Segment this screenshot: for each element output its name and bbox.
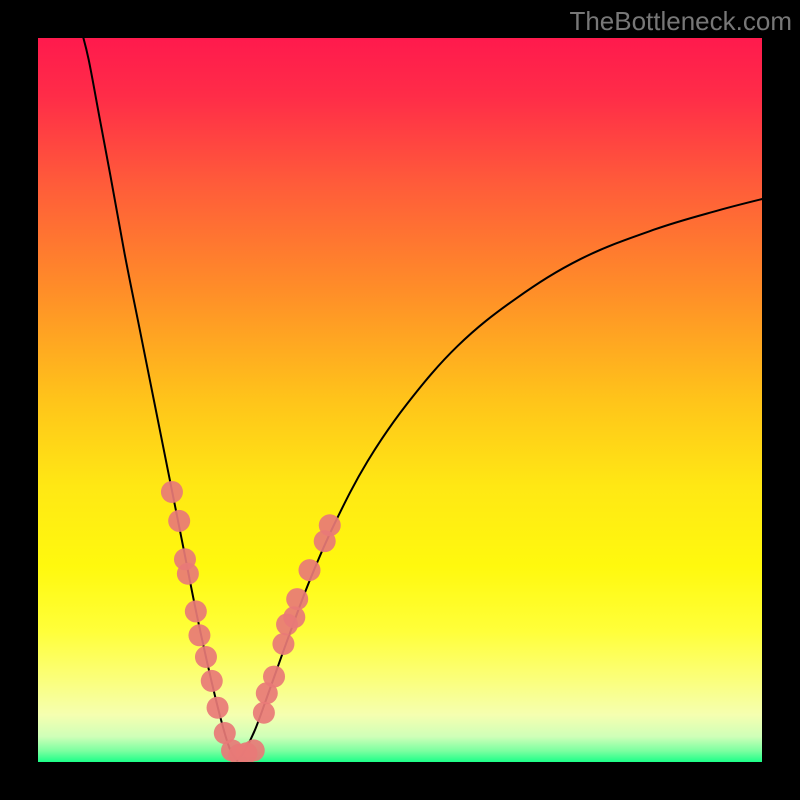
marker-dot xyxy=(272,633,294,655)
marker-dot xyxy=(243,739,265,761)
marker-dot xyxy=(299,559,321,581)
marker-dot xyxy=(207,697,229,719)
plot-background xyxy=(38,38,762,762)
chart-svg xyxy=(38,38,762,762)
marker-dot xyxy=(161,481,183,503)
marker-dot xyxy=(319,514,341,536)
marker-dot xyxy=(263,666,285,688)
marker-dot xyxy=(201,670,223,692)
marker-dot xyxy=(185,600,207,622)
watermark-text: TheBottleneck.com xyxy=(569,6,792,37)
marker-dot xyxy=(286,588,308,610)
marker-dot xyxy=(168,510,190,532)
marker-dot xyxy=(177,563,199,585)
marker-dot xyxy=(188,624,210,646)
marker-dot xyxy=(253,702,275,724)
plot-area xyxy=(38,38,762,762)
marker-dot xyxy=(195,646,217,668)
